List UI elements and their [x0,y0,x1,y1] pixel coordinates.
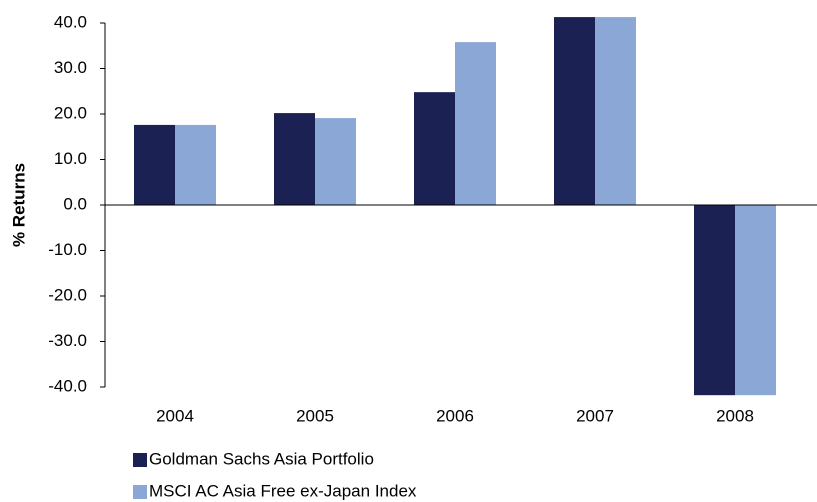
y-axis-label: % Returns [9,163,28,247]
x-tick-label: 2006 [436,406,474,425]
y-tick-label: -30.0 [48,331,87,350]
bar [274,113,315,205]
bar [735,205,776,396]
bar [134,124,175,205]
legend-label: MSCI AC Asia Free ex-Japan Index [149,481,417,500]
bar [175,124,216,205]
y-tick-label: 0.0 [63,194,87,213]
y-tick-label: 30.0 [54,58,87,77]
bar [455,42,496,205]
x-tick-label: 2004 [156,406,194,425]
legend-swatch [133,485,147,499]
y-tick-label: -20.0 [48,285,87,304]
bar [414,92,455,205]
y-tick-label: 10.0 [54,149,87,168]
legend-swatch [133,453,147,467]
y-tick-label: 40.0 [54,12,87,31]
bar [315,118,356,205]
legend-label: Goldman Sachs Asia Portfolio [149,449,374,468]
x-tick-label: 2007 [576,406,614,425]
y-tick-label: -40.0 [48,376,87,395]
bar [694,205,735,396]
x-tick-label: 2005 [296,406,334,425]
y-tick-label: 20.0 [54,103,87,122]
bar [595,17,636,206]
y-tick-label: -10.0 [48,240,87,259]
bar [554,17,595,206]
x-tick-label: 2008 [716,406,754,425]
